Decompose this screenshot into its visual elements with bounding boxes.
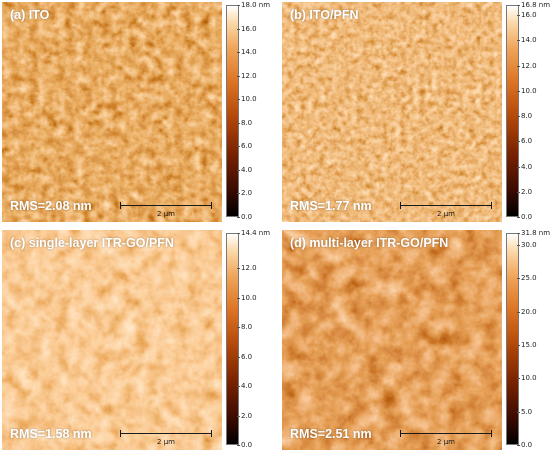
tick-a-1: 16.0 bbox=[237, 24, 257, 33]
color-scale-ticks-b: 16.8 nm 16.0 14.0 12.0 10.0 8.0 6.0 4.0 … bbox=[506, 1, 550, 221]
tick-d-6: 5.0 bbox=[516, 407, 533, 416]
tick-a-8: 2.0 bbox=[236, 189, 253, 198]
tick-d-7: 0.0 bbox=[516, 441, 533, 449]
afm-texture-c bbox=[2, 230, 222, 450]
tick-a-3: 12.0 bbox=[237, 71, 257, 80]
tick-d-2: 25.0 bbox=[517, 274, 537, 283]
tick-a-0: 18.0 nm bbox=[236, 1, 271, 9]
tick-c-3: 8.0 bbox=[236, 323, 253, 332]
tick-a-5: 8.0 bbox=[236, 118, 253, 127]
rms-value-a: RMS=2.08 nm bbox=[10, 199, 92, 213]
panel-label-b: (b) ITO/PFN bbox=[290, 8, 359, 22]
tick-c-2: 10.0 bbox=[237, 293, 257, 302]
rms-value-d: RMS=2.51 nm bbox=[290, 427, 372, 441]
tick-b-2: 14.0 bbox=[517, 36, 537, 45]
tick-c-0: 14.4 nm bbox=[236, 229, 271, 237]
color-scale-d bbox=[506, 233, 519, 445]
afm-texture-b bbox=[282, 2, 502, 222]
color-scale-a bbox=[226, 5, 239, 217]
afm-texture-a bbox=[2, 2, 222, 222]
tick-d-1: 30.0 bbox=[517, 241, 537, 250]
scale-label-b: 2 µm bbox=[437, 210, 455, 218]
tick-a-6: 6.0 bbox=[236, 142, 253, 151]
tick-b-9: 0.0 bbox=[516, 213, 533, 221]
scale-bar-b bbox=[400, 202, 492, 209]
afm-image-b: (b) ITO/PFN RMS=1.77 nm 2 µm bbox=[282, 2, 502, 222]
scale-bar-a bbox=[120, 202, 212, 209]
tick-d-3: 20.0 bbox=[517, 307, 537, 316]
tick-b-7: 4.0 bbox=[516, 162, 533, 171]
tick-c-6: 2.0 bbox=[236, 411, 253, 420]
color-scale-ticks-a: 18.0 nm 16.0 14.0 12.0 10.0 8.0 6.0 4.0 … bbox=[226, 1, 276, 221]
tick-d-4: 15.0 bbox=[517, 340, 537, 349]
tick-b-5: 8.0 bbox=[516, 112, 533, 121]
scale-label-a: 2 µm bbox=[157, 210, 175, 218]
scale-bar-c bbox=[120, 430, 212, 437]
tick-b-0: 16.8 nm bbox=[516, 1, 550, 9]
panel-label-d: (d) multi-layer ITR-GO/PFN bbox=[290, 236, 449, 250]
rms-value-c: RMS=1.58 nm bbox=[10, 427, 92, 441]
scale-bar-d bbox=[400, 430, 492, 437]
tick-a-9: 0.0 bbox=[236, 213, 253, 221]
color-scale-ticks-c: 14.4 nm 12.0 10.0 8.0 6.0 4.0 2.0 0.0 bbox=[226, 229, 276, 449]
tick-a-4: 10.0 bbox=[237, 95, 257, 104]
scale-label-c: 2 µm bbox=[157, 438, 175, 446]
tick-c-1: 12.0 bbox=[237, 264, 257, 273]
afm-image-a: (a) ITO RMS=2.08 nm 2 µm bbox=[2, 2, 222, 222]
tick-d-0: 31.8 nm bbox=[516, 229, 550, 237]
rms-value-b: RMS=1.77 nm bbox=[290, 199, 372, 213]
tick-a-7: 4.0 bbox=[236, 165, 253, 174]
afm-image-d: (d) multi-layer ITR-GO/PFN RMS=2.51 nm 2… bbox=[282, 230, 502, 450]
panel-label-a: (a) ITO bbox=[10, 8, 50, 22]
tick-a-2: 14.0 bbox=[237, 48, 257, 57]
color-scale-b bbox=[506, 5, 519, 217]
tick-c-4: 6.0 bbox=[236, 352, 253, 361]
color-scale-c bbox=[226, 233, 239, 445]
tick-b-8: 2.0 bbox=[516, 187, 533, 196]
afm-image-c: (c) single-layer ITR-GO/PFN RMS=1.58 nm … bbox=[2, 230, 222, 450]
tick-b-4: 10.0 bbox=[517, 86, 537, 95]
panel-label-c: (c) single-layer ITR-GO/PFN bbox=[10, 236, 174, 250]
tick-b-3: 12.0 bbox=[517, 61, 537, 70]
color-scale-ticks-d: 31.8 nm 30.0 25.0 20.0 15.0 10.0 5.0 0.0 bbox=[506, 229, 550, 449]
scale-label-d: 2 µm bbox=[437, 438, 455, 446]
tick-c-5: 4.0 bbox=[236, 382, 253, 391]
tick-d-5: 10.0 bbox=[517, 374, 537, 383]
tick-b-6: 6.0 bbox=[516, 137, 533, 146]
afm-texture-d bbox=[282, 230, 502, 450]
tick-b-1: 16.0 bbox=[517, 11, 537, 20]
tick-c-7: 0.0 bbox=[236, 441, 253, 449]
